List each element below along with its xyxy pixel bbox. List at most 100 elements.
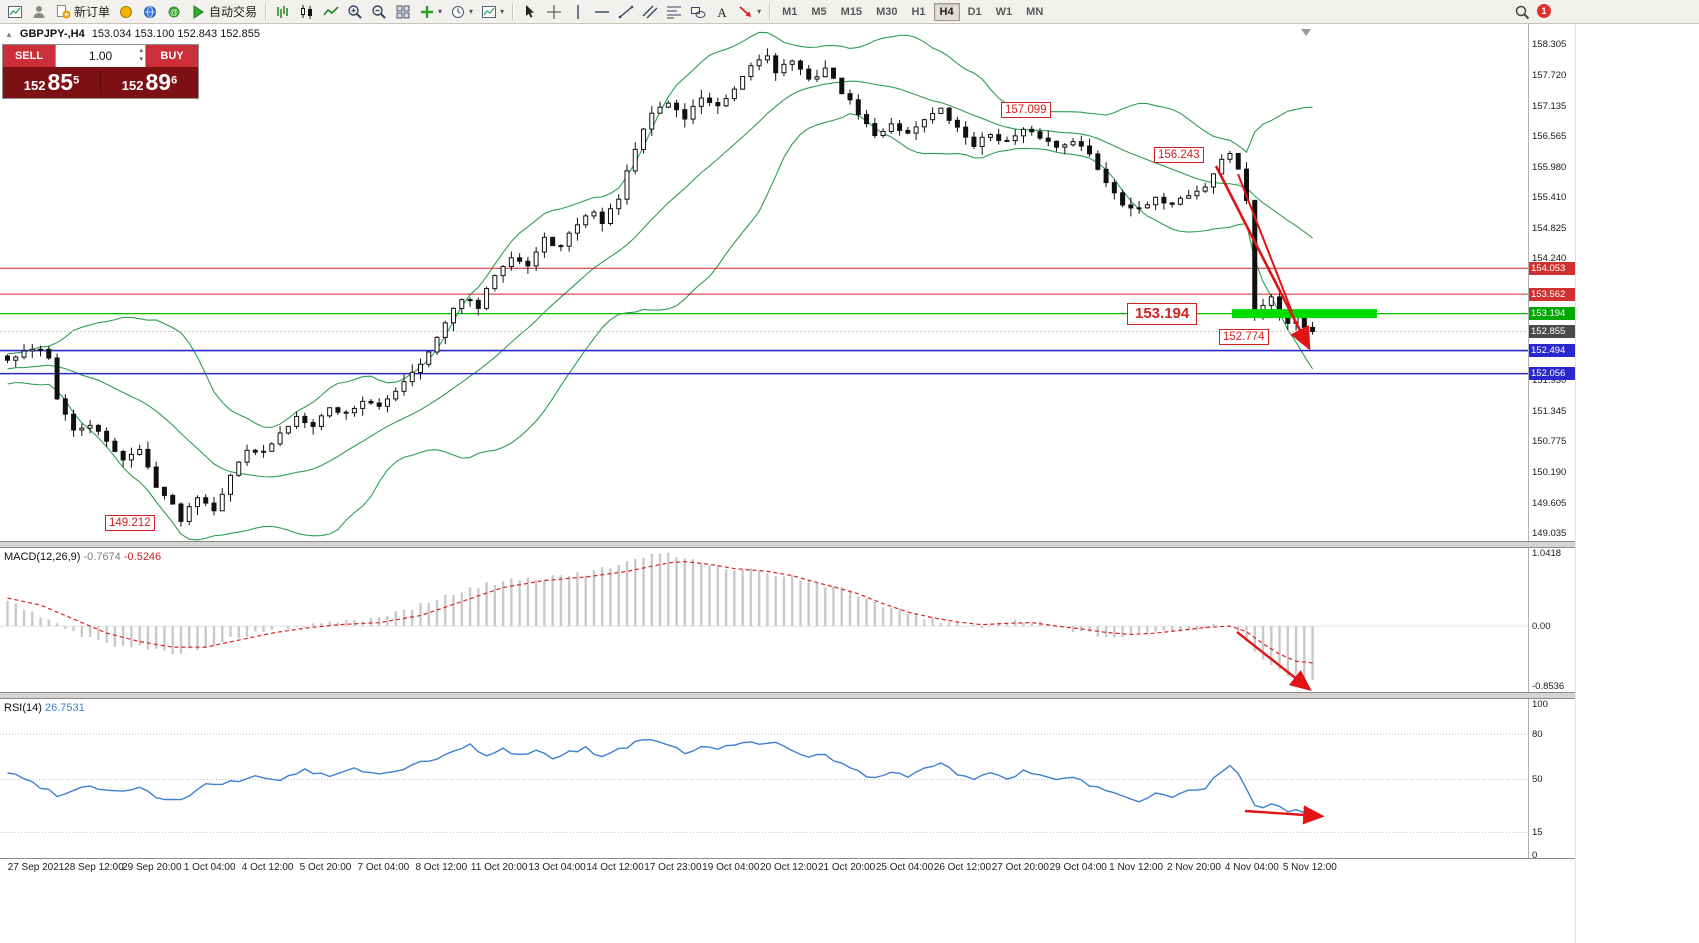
- zoom-in-button[interactable]: [343, 2, 367, 22]
- indicators-button[interactable]: ▾: [415, 2, 446, 22]
- price-chart-pane[interactable]: [0, 24, 1528, 541]
- time-axis-label: 26 Oct 12:00: [933, 862, 992, 873]
- rsi-axis-label: 50: [1532, 774, 1543, 786]
- timeframe-m30-button[interactable]: M30: [870, 3, 903, 21]
- buy-price-pips: 89: [145, 69, 172, 95]
- vertical-line-button[interactable]: [566, 2, 590, 22]
- bar-chart-button[interactable]: [271, 2, 295, 22]
- time-axis-label: 21 Oct 20:00: [817, 862, 876, 873]
- time-axis-label: 5 Nov 12:00: [1282, 862, 1337, 873]
- price-axis-badge: 152.056: [1529, 367, 1575, 381]
- price-axis-badge: 154.053: [1529, 261, 1575, 275]
- profiles-button[interactable]: [27, 2, 51, 22]
- timeframe-m5-button[interactable]: M5: [805, 3, 832, 21]
- time-axis-label: 14 Oct 12:00: [586, 862, 644, 873]
- search-button[interactable]: [1510, 2, 1534, 22]
- periods-dropdown-icon[interactable]: ▾: [469, 7, 474, 16]
- crosshair-icon: [546, 4, 562, 20]
- price-axis-label: 155.980: [1532, 161, 1567, 173]
- line-chart-button[interactable]: [319, 2, 343, 22]
- templates-dropdown-icon[interactable]: ▾: [500, 7, 505, 16]
- crosshair-button[interactable]: [542, 2, 566, 22]
- templates-icon: [481, 4, 497, 20]
- timeframe-h1-button[interactable]: H1: [905, 3, 931, 21]
- new-order-label: 新订单: [74, 5, 111, 19]
- horizontal-line-button[interactable]: [590, 2, 614, 22]
- price-annotation[interactable]: 153.194: [1127, 303, 1198, 325]
- new-chart-button[interactable]: [3, 2, 27, 22]
- fibonacci-retracement-icon: [666, 4, 682, 20]
- periods-button[interactable]: ▾: [446, 2, 477, 22]
- fibonacci-retracement-button[interactable]: [662, 2, 686, 22]
- auto-trading-button[interactable]: 自动交易: [186, 2, 261, 22]
- price-axis-label: 154.825: [1532, 222, 1567, 234]
- cursor-button[interactable]: [518, 2, 542, 22]
- navigator-icon: [142, 4, 158, 20]
- notification-badge[interactable]: 1: [1537, 4, 1551, 18]
- time-axis-label: 19 Oct 04:00: [702, 862, 760, 873]
- collapse-panel-icon[interactable]: ▲: [5, 29, 13, 39]
- macd-pane[interactable]: [0, 548, 1528, 692]
- navigator-button[interactable]: [138, 2, 162, 22]
- indicators-dropdown-icon[interactable]: ▾: [438, 7, 443, 16]
- new-order-button[interactable]: 新订单: [51, 2, 114, 22]
- arrow-objects-icon: [738, 4, 754, 20]
- buy-price-main: 152: [121, 78, 144, 93]
- rsi-pane[interactable]: [0, 699, 1528, 858]
- arrow-objects-button[interactable]: ▾: [734, 2, 765, 22]
- equidistant-channel-button[interactable]: [638, 2, 662, 22]
- price-annotation[interactable]: 156.243: [1154, 147, 1204, 163]
- rsi-name: RSI(14): [4, 702, 42, 714]
- sell-price-sup: 5: [73, 74, 80, 87]
- trendline-button[interactable]: [614, 2, 638, 22]
- tile-windows-button[interactable]: [391, 2, 415, 22]
- macd-name: MACD(12,26,9): [4, 551, 81, 563]
- svg-text:@: @: [170, 8, 178, 17]
- price-axis-label: 157.135: [1532, 100, 1567, 112]
- timeframe-m15-button[interactable]: M15: [835, 3, 868, 21]
- sell-button[interactable]: SELL: [3, 45, 55, 67]
- price-axis-label: 154.240: [1532, 253, 1567, 265]
- price-annotation[interactable]: 149.212: [105, 515, 155, 531]
- geometric-shapes-icon: [690, 4, 706, 20]
- timeframe-w1-button[interactable]: W1: [990, 3, 1019, 21]
- time-axis-label: 4 Oct 12:00: [241, 862, 294, 873]
- templates-button[interactable]: ▾: [477, 2, 508, 22]
- zoom-out-button[interactable]: [367, 2, 391, 22]
- market-watch-button[interactable]: [114, 2, 138, 22]
- buy-price-display[interactable]: 152896: [101, 69, 198, 96]
- search-icon: [1514, 4, 1530, 20]
- sell-price-display[interactable]: 152855: [3, 69, 100, 96]
- macd-axis-label: 0.00: [1532, 621, 1551, 633]
- macd-main-value: -0.7674: [83, 551, 121, 563]
- price-axis-badge: 152.855: [1529, 324, 1575, 338]
- sell-price-main: 152: [23, 78, 46, 93]
- geometric-shapes-button[interactable]: [686, 2, 710, 22]
- volume-field[interactable]: 1.00 ▴ ▾: [55, 45, 146, 67]
- price-annotation[interactable]: 152.774: [1219, 329, 1269, 345]
- price-axis-label: 155.410: [1532, 191, 1567, 203]
- buy-button[interactable]: BUY: [146, 45, 198, 67]
- terminal-button[interactable]: @: [162, 2, 186, 22]
- pane-separator[interactable]: [0, 692, 1575, 699]
- macd-axis-label: -0.8536: [1532, 681, 1565, 692]
- symbol-ohlc: 153.034 153.100 152.843 152.855: [91, 28, 260, 40]
- equidistant-channel-icon: [642, 4, 658, 20]
- arrow-objects-dropdown-icon[interactable]: ▾: [757, 7, 762, 16]
- text-label-button[interactable]: A: [710, 2, 734, 22]
- timeframe-d1-button[interactable]: D1: [962, 3, 988, 21]
- price-annotation[interactable]: 157.099: [1001, 102, 1051, 118]
- time-axis-label: 27 Sep 2021: [7, 862, 65, 873]
- timeframe-mn-button[interactable]: MN: [1020, 3, 1049, 21]
- timeframe-m1-button[interactable]: M1: [776, 3, 803, 21]
- volume-decrease-icon[interactable]: ▾: [139, 56, 143, 63]
- time-axis-label: 4 Nov 04:00: [1224, 862, 1279, 873]
- candlestick-chart-button[interactable]: [295, 2, 319, 22]
- trendline-icon: [618, 4, 634, 20]
- pane-separator[interactable]: [0, 541, 1575, 548]
- price-axis-label: 150.190: [1532, 467, 1567, 479]
- timeframe-h4-button[interactable]: H4: [933, 2, 960, 21]
- volume-value: 1.00: [88, 49, 113, 63]
- volume-increase-icon[interactable]: ▴: [139, 47, 143, 54]
